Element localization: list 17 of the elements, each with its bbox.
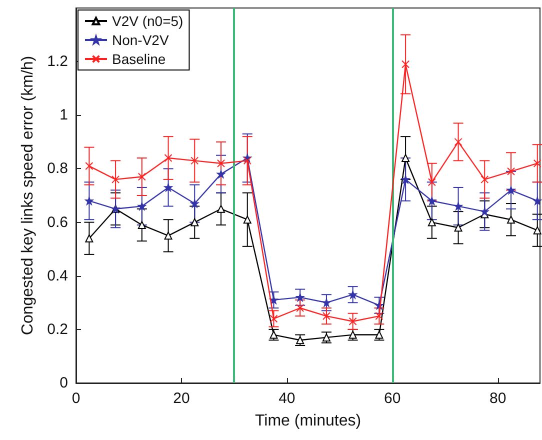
x-tick-label: 80 xyxy=(489,390,506,407)
y-tick-label: 0.8 xyxy=(47,160,68,178)
x-axis-title: Time (minutes) xyxy=(254,412,362,430)
x-tick-label: 40 xyxy=(278,390,296,407)
y-axis-title: Congested key links speed error (km/h) xyxy=(20,56,36,336)
y-tick-label: 0.4 xyxy=(47,267,68,284)
legend-label: V2V (n0=5) xyxy=(112,13,184,29)
x-tick-label: 0 xyxy=(72,390,80,407)
x-tick-label: 20 xyxy=(173,390,190,407)
y-tick-label: 0.6 xyxy=(47,214,68,231)
y-tick-label: 0 xyxy=(60,374,68,392)
y-tick-label: 0.2 xyxy=(47,320,68,338)
legend-label: Non-V2V xyxy=(112,32,170,48)
x-tick-label: 60 xyxy=(384,390,401,407)
y-tick-label: 1 xyxy=(60,106,68,124)
legend-label: Baseline xyxy=(112,51,166,67)
y-tick-label: 1.2 xyxy=(47,53,68,70)
